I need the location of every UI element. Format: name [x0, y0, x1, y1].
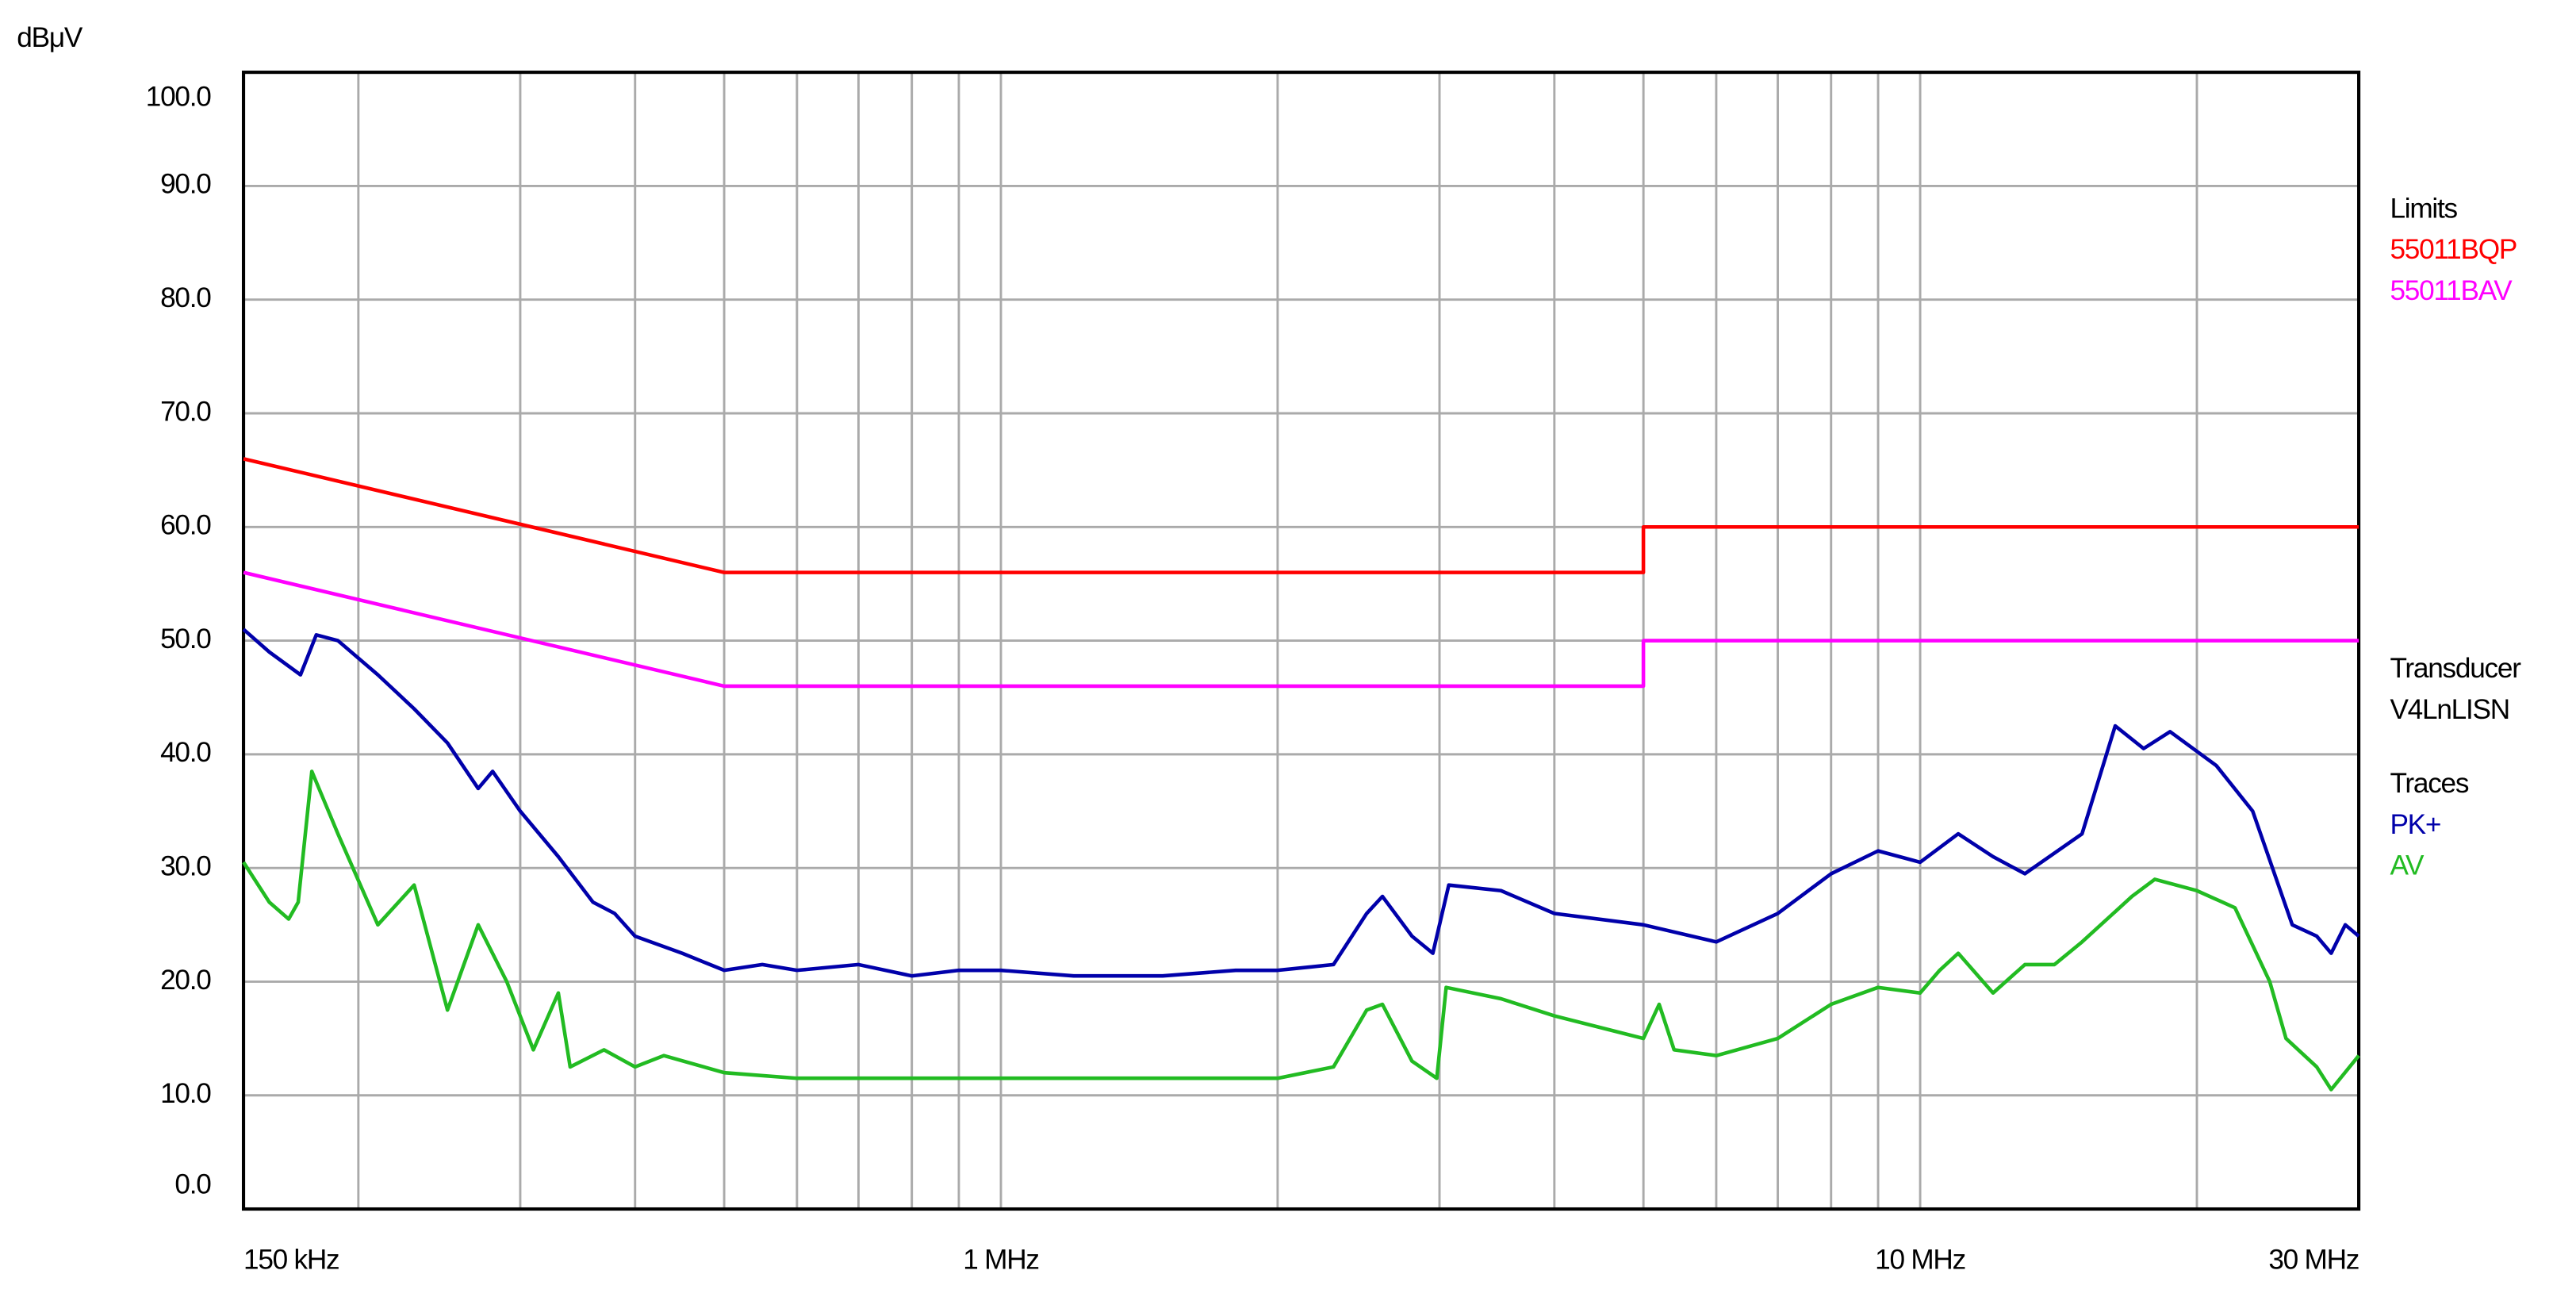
y-tick-label: 90.0 — [160, 169, 211, 200]
y-tick-label: 30.0 — [160, 850, 211, 881]
legend-title: Transducer — [2390, 653, 2521, 684]
line-series — [243, 457, 2359, 574]
line-series — [243, 570, 2359, 689]
y-axis-label: dBμV — [17, 22, 83, 53]
y-tick-label: 10.0 — [160, 1078, 211, 1109]
legend-entry: 55011BQP — [2390, 234, 2517, 265]
y-tick-label: 100.0 — [146, 82, 212, 113]
x-tick-label: 150 kHz — [243, 1245, 339, 1276]
legend-title: Traces — [2390, 768, 2468, 799]
legend-title: Limits — [2390, 193, 2457, 224]
legend-entry: AV — [2390, 850, 2425, 881]
line-series — [242, 769, 2360, 1092]
y-tick-label: 50.0 — [160, 624, 211, 654]
legend-entry: 55011BAV — [2390, 275, 2513, 306]
y-tick-label: 0.0 — [174, 1169, 211, 1199]
line-series — [242, 627, 2360, 978]
x-tick-label: 10 MHz — [1875, 1245, 1965, 1276]
y-tick-label: 40.0 — [160, 737, 211, 768]
y-tick-label: 20.0 — [160, 965, 211, 996]
x-tick-label: 1 MHz — [963, 1245, 1038, 1276]
y-tick-label: 80.0 — [160, 282, 211, 313]
legend-entry: V4LnLISN — [2390, 694, 2509, 725]
x-tick-label: 30 MHz — [2268, 1245, 2359, 1276]
y-tick-label: 60.0 — [160, 510, 211, 541]
legend-entry: PK+ — [2390, 809, 2440, 840]
y-tick-label: 70.0 — [160, 396, 211, 427]
